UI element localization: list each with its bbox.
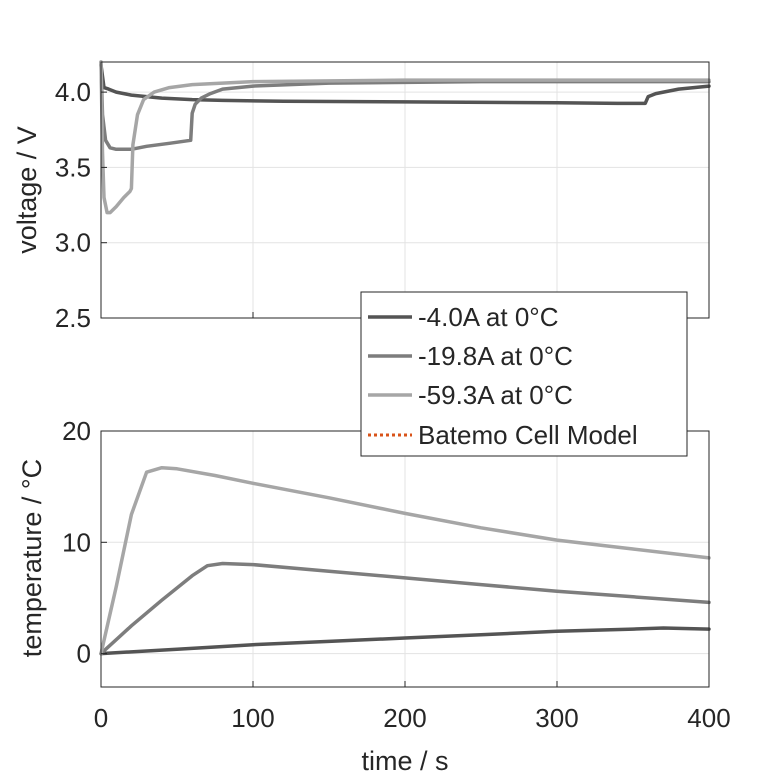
voltage-y-axis-label: voltage / V <box>12 126 42 254</box>
temperature-series-line <box>99 561 711 656</box>
legend-label: -59.3A at 0°C <box>418 380 573 410</box>
temperature-y-tick-label: 20 <box>62 416 91 446</box>
voltage-y-tick-label: 2.5 <box>55 303 91 333</box>
temperature-y-tick-label: 0 <box>77 639 91 669</box>
voltage-series <box>99 60 711 215</box>
temperature-axes: 0 100 200 300 400 0 10 20 temperature / °C time… <box>17 416 731 776</box>
voltage-series-line <box>99 60 711 215</box>
voltage-y-tick-label: 4.0 <box>55 77 91 107</box>
voltage-series-line <box>99 63 711 106</box>
voltage-series-line <box>99 60 711 152</box>
temperature-series-line <box>99 626 711 656</box>
x-tick-label: 100 <box>231 703 274 733</box>
x-tick-label: 200 <box>383 703 426 733</box>
temperature-y-tick-label: 10 <box>62 527 91 557</box>
x-tick-label: 0 <box>94 703 108 733</box>
x-tick-label: 300 <box>535 703 578 733</box>
temperature-tick-labels: 0 100 200 300 400 0 10 20 <box>62 416 731 733</box>
legend-label: -4.0A at 0°C <box>418 302 558 332</box>
voltage-y-tick-label: 3.5 <box>55 152 91 182</box>
voltage-axes: 2.5 3.0 3.5 4.0 voltage / V <box>12 60 711 333</box>
x-tick-label: 400 <box>687 703 730 733</box>
temperature-series <box>99 465 711 656</box>
temperature-series-line <box>99 465 711 656</box>
legend: -4.0A at 0°C -19.8A at 0°C -59.3A at 0°C Ba… <box>360 291 688 457</box>
legend-label: Batemo Cell Model <box>418 420 638 450</box>
time-x-axis-label: time / s <box>361 746 448 776</box>
temperature-y-axis-label: temperature / °C <box>17 459 47 657</box>
voltage-y-tick-label: 3.0 <box>55 228 91 258</box>
legend-label: -19.8A at 0°C <box>418 341 573 371</box>
